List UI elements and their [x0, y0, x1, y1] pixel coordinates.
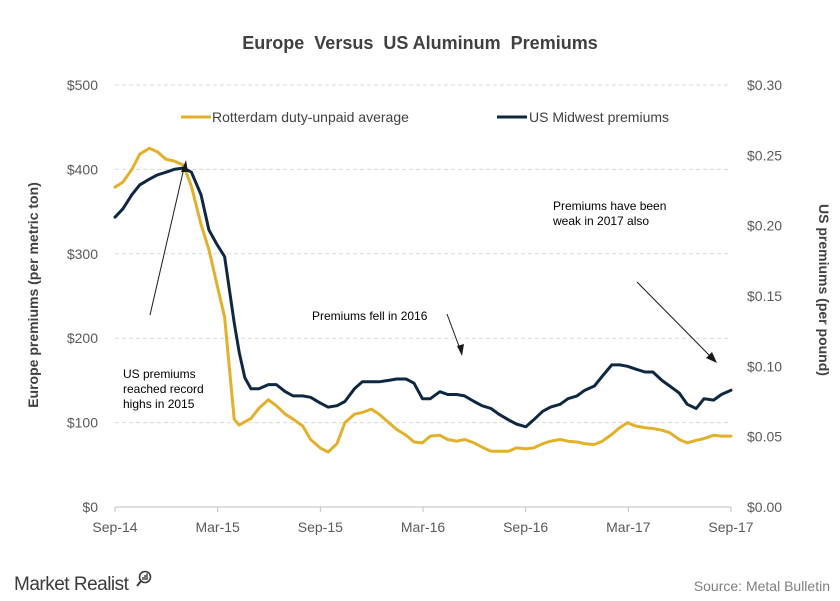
left-tick-label: $200 — [67, 330, 98, 346]
legend-label-us-midwest: US Midwest premiums — [529, 109, 669, 125]
brand-name: Market Realist — [14, 574, 130, 595]
right-axis-title: US premiums (per pound) — [816, 204, 832, 376]
x-tick-label: Sep-14 — [92, 519, 137, 535]
right-tick-label: $0.25 — [747, 147, 782, 163]
annotation-weak-2017: Premiums have been weak in 2017 also — [552, 199, 670, 228]
arrowhead-weak-2017 — [706, 352, 717, 363]
annotations: US premiums reached record highs in 2015… — [123, 160, 717, 411]
right-tick-label: $0.15 — [747, 288, 782, 304]
annotation-arrow-fell-2016 — [446, 313, 461, 350]
annotation-record-highs-line-3: highs in 2015 — [123, 397, 195, 411]
right-tick-label: $0.20 — [747, 218, 782, 234]
left-tick-label: $300 — [67, 246, 98, 262]
annotation-weak-2017-line-2: weak in 2017 also — [552, 214, 649, 228]
arrowhead-fell-2016 — [457, 344, 464, 356]
market-realist-logo: Market Realist — [14, 570, 152, 595]
series-line-rotterdam — [113, 146, 733, 454]
annotation-record-highs: US premiums reached record highs in 2015 — [123, 367, 207, 411]
right-axis: $0.00 $0.05 $0.10 $0.15 $0.20 $0.25 $0.30 — [747, 77, 782, 515]
x-tick-label: Sep-16 — [503, 519, 548, 535]
left-tick-label: $100 — [67, 415, 98, 431]
arrowhead-record-highs — [181, 160, 188, 172]
right-tick-label: $0.00 — [747, 499, 782, 515]
right-tick-label: $0.05 — [747, 429, 782, 445]
x-tick-label: Sep-15 — [298, 519, 343, 535]
left-tick-label: $500 — [67, 77, 98, 93]
right-tick-label: $0.10 — [747, 358, 782, 374]
annotation-weak-2017-line-1: Premiums have been — [553, 199, 666, 213]
magnifier-icon — [136, 570, 152, 587]
x-tick-label: Mar-16 — [401, 519, 446, 535]
x-tick-label: Mar-17 — [606, 519, 651, 535]
left-axis-title: Europe premiums (per metric ton) — [25, 182, 41, 408]
grid — [115, 84, 731, 424]
annotation-fell-2016: Premiums fell in 2016 — [312, 309, 428, 323]
x-tick-label: Sep-17 — [708, 519, 753, 535]
annotation-record-highs-line-1: US premiums — [123, 367, 196, 381]
right-tick-label: $0.30 — [747, 77, 782, 93]
left-tick-label: $400 — [67, 161, 98, 177]
annotation-record-highs-line-2: reached record — [123, 382, 204, 396]
annotation-arrow-record-highs — [149, 167, 185, 316]
legend-label-rotterdam: Rotterdam duty-unpaid average — [212, 109, 409, 125]
series-line-us-midwest — [113, 166, 733, 429]
source-note: Source: Metal Bulletin — [694, 578, 830, 594]
left-axis: $0 $100 $200 $300 $400 $500 — [67, 77, 98, 515]
x-axis: Sep-14 Mar-15 Sep-15 Mar-16 Sep-16 Mar-17 Sep-… — [92, 506, 754, 535]
annotation-fell-2016-line-1: Premiums fell in 2016 — [312, 309, 428, 323]
chart-title: Europe Versus US Aluminum Premiums — [242, 33, 597, 53]
legend: Rotterdam duty-unpaid average US Midwest… — [181, 109, 669, 125]
x-tick-label: Mar-15 — [195, 519, 240, 535]
left-tick-label: $0 — [82, 499, 98, 515]
series-layer — [113, 146, 733, 454]
annotation-arrow-weak-2017 — [636, 281, 712, 358]
